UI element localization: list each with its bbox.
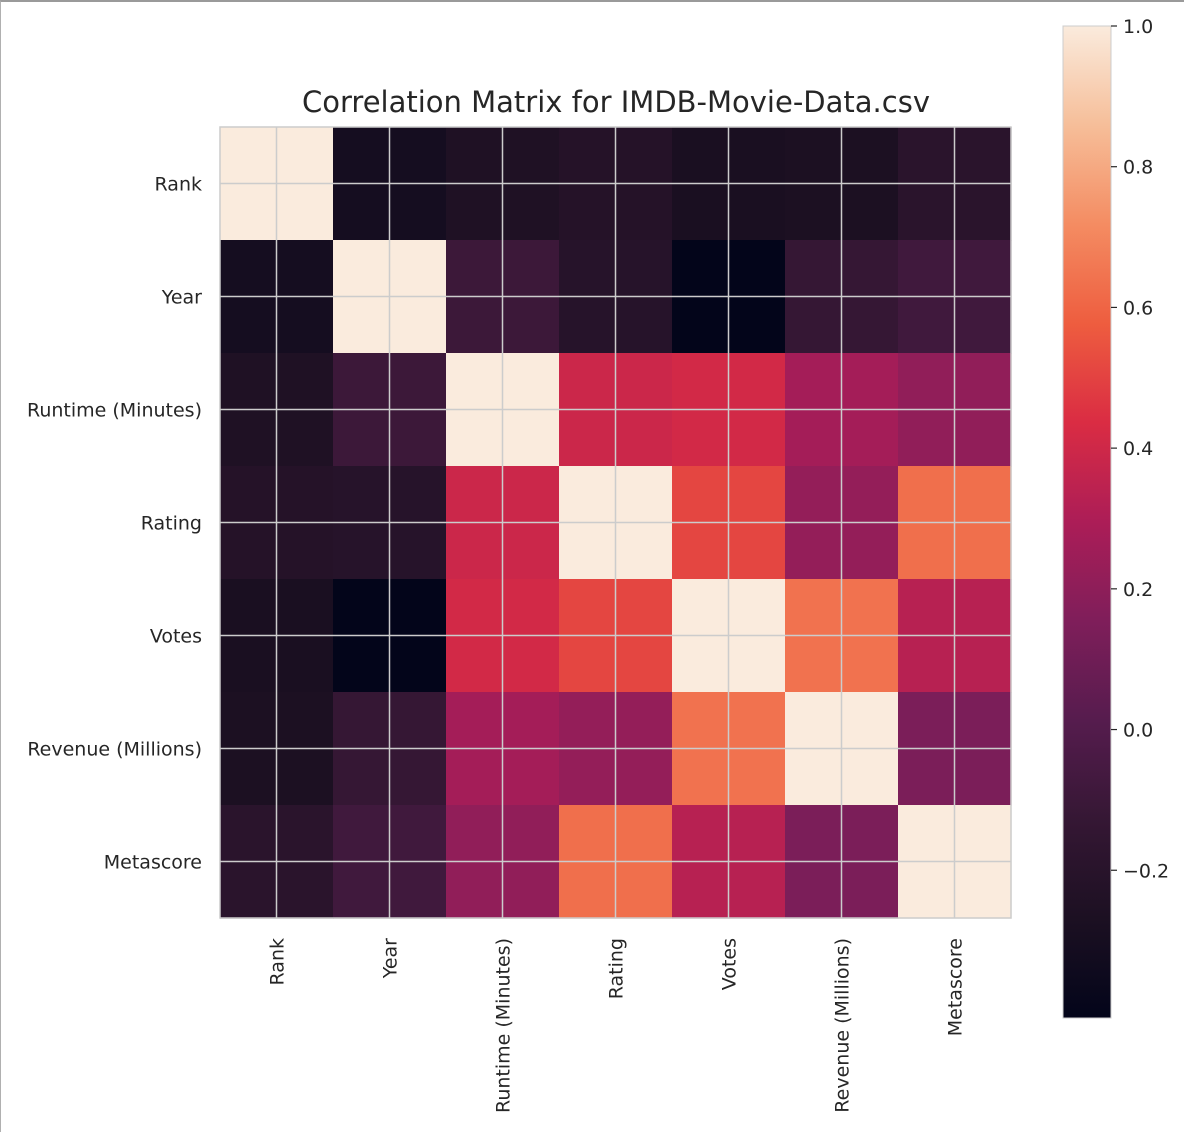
x-tick-label: Rating [606, 938, 628, 999]
heatmap-gridlines [220, 127, 1011, 918]
colorbar: 1.0 0.8 0.6 0.4 0.2 0.0 −0.2 [1062, 16, 1169, 1019]
colorbar-tick-label: 0.0 [1123, 720, 1153, 742]
y-tick-label: Metascore [104, 852, 202, 874]
x-axis-tick-labels: Rank Year Runtime (Minutes) Rating Votes Reve… [267, 938, 967, 1113]
x-tick-label: Metascore [945, 938, 967, 1036]
colorbar-ticks: 1.0 0.8 0.6 0.4 0.2 0.0 −0.2 [1111, 16, 1169, 882]
colorbar-tick-label: 0.8 [1123, 157, 1153, 179]
colorbar-gradient [1062, 25, 1112, 1019]
y-tick-label: Rating [141, 513, 202, 535]
y-tick-label: Votes [150, 626, 202, 648]
x-tick-label: Rank [267, 938, 289, 985]
colorbar-tick-label: −0.2 [1123, 860, 1169, 882]
y-tick-label: Rank [155, 174, 202, 196]
y-axis-tick-labels: Rank Year Runtime (Minutes) Rating Votes Reve… [27, 174, 202, 874]
x-tick-label: Revenue (Millions) [832, 938, 854, 1113]
chart-title: Correlation Matrix for IMDB-Movie-Data.c… [302, 85, 930, 119]
y-tick-label: Runtime (Minutes) [27, 400, 202, 422]
colorbar-tick-label: 0.6 [1123, 297, 1153, 319]
y-tick-label: Year [161, 287, 202, 309]
x-tick-label: Year [380, 938, 402, 979]
plot-area-border [219, 126, 1012, 919]
colorbar-tick-label: 0.4 [1123, 438, 1153, 460]
colorbar-tick-label: 1.0 [1123, 16, 1153, 38]
colorbar-tick-label: 0.2 [1123, 579, 1153, 601]
x-tick-label: Runtime (Minutes) [493, 938, 515, 1113]
x-tick-label: Votes [719, 938, 741, 990]
y-tick-label: Revenue (Millions) [27, 739, 202, 761]
